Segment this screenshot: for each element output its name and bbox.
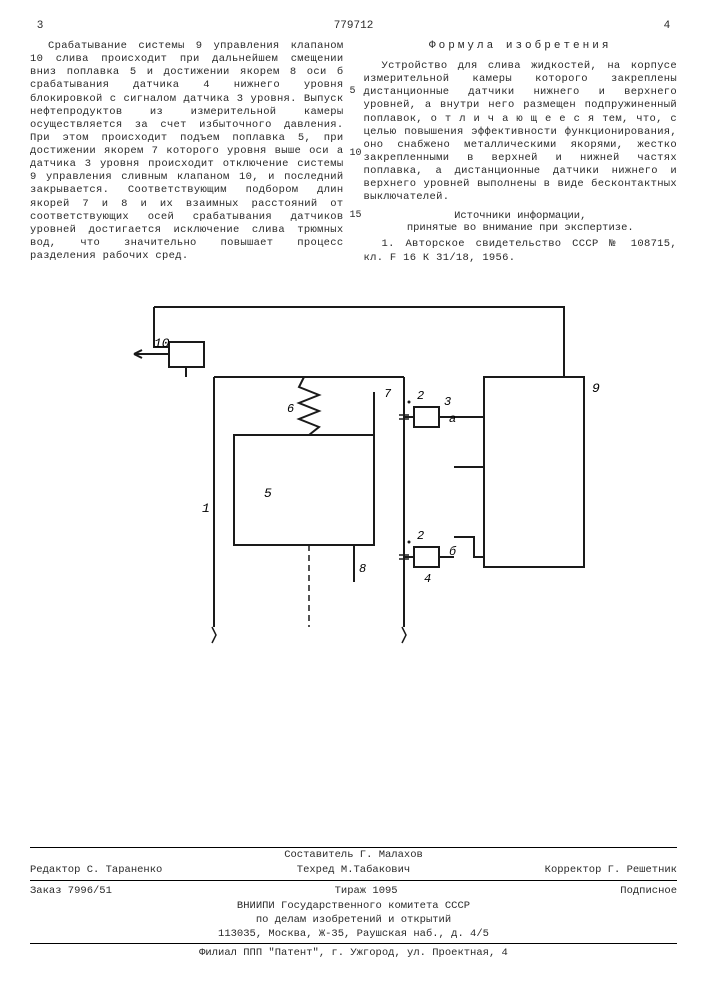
line-marker-15: 15 [350,210,362,221]
diagram-label-1: 1 [202,501,210,516]
diagram-label-6: 6 [287,402,294,416]
document-number: 779712 [334,20,374,32]
footer-org2: по делам изобретений и открытий [30,913,677,927]
footer-circulation: Тираж 1095 [335,885,398,897]
footer-address: 113035, Москва, Ж-35, Раушская наб., д. … [30,927,677,941]
sources-title: Источники информации, принятые во вниман… [364,210,678,234]
footer-compiler: Составитель Г. Малахов [30,848,677,862]
claim-text: Устройство для слива жидкостей, на корпу… [364,60,678,204]
technical-diagram: 1 2 3 а 2 б 4 5 6 7 8 9 10 [104,287,604,647]
diagram-label-2l: 2 [417,529,424,543]
footer-branch: Филиал ППП "Патент", г. Ужгород, ул. Про… [30,946,677,960]
diagram-label-4: 4 [424,572,431,586]
source-reference: 1. Авторское свидетельство СССР № 108715… [364,238,678,264]
diagram-label-a: а [449,412,456,426]
diagram-label-8: 8 [359,562,366,576]
diagram-label-7: 7 [384,387,392,401]
line-marker-10: 10 [350,148,362,159]
left-column-text: Срабатывание системы 9 управления клапан… [30,40,344,263]
footer-corrector: Корректор Г. Решетник [545,864,677,876]
diagram-label-3: 3 [444,395,451,409]
footer-order: Заказ 7996/51 [30,885,112,897]
diagram-label-2u: 2 [417,389,424,403]
diagram-label-9: 9 [592,381,600,396]
footer-org1: ВНИИПИ Государственного комитета СССР [30,899,677,913]
footer-editor: Редактор С. Тараненко [30,864,162,876]
footer-tech-editor: Техред М.Табакович [297,864,410,876]
diagram-label-5: 5 [264,486,272,501]
footer-block: Составитель Г. Малахов Редактор С. Таран… [30,847,677,960]
formula-title: Формула изобретения [364,40,678,52]
line-marker-5: 5 [350,86,356,97]
footer-subscription: Подписное [620,885,677,897]
page-number-left: 3 [30,20,50,32]
page-number-right: 4 [657,20,677,32]
diagram-label-10: 10 [154,336,170,351]
diagram-label-b: б [449,545,457,559]
